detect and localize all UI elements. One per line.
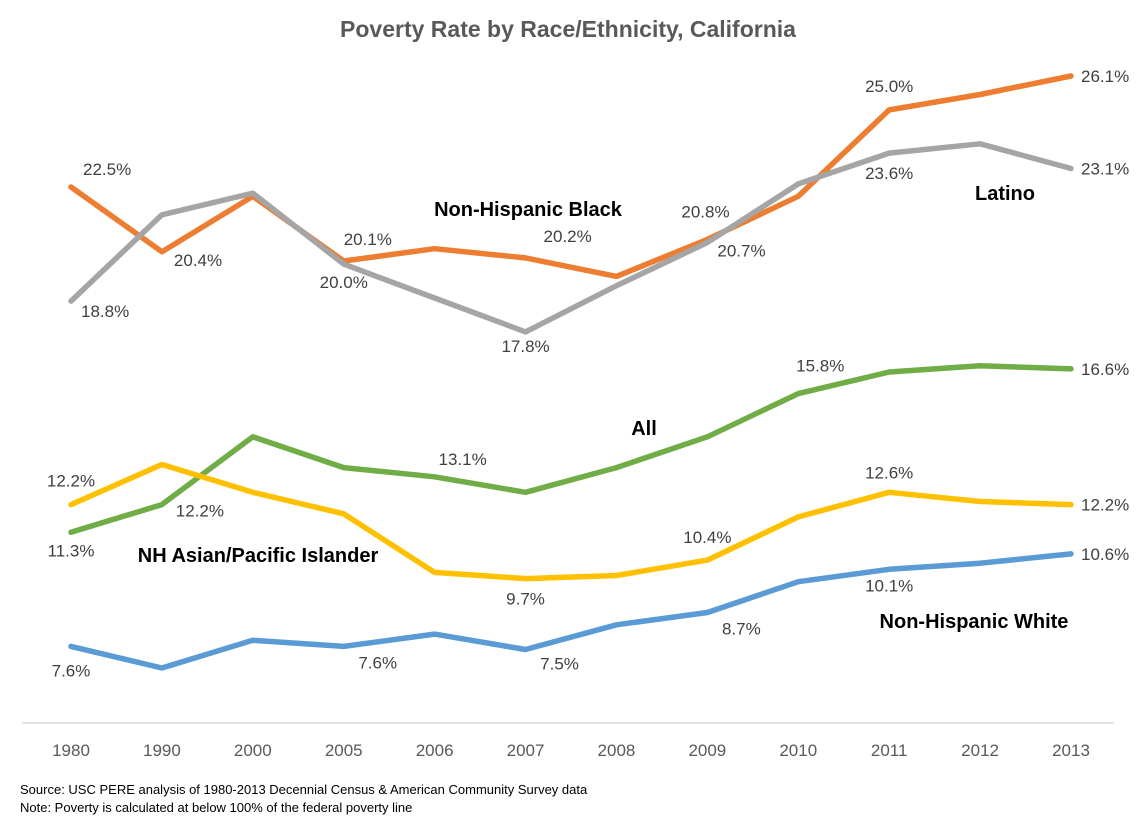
series-name-latino: Latino	[975, 183, 1035, 205]
data-label-latino-1990: 20.4%	[174, 251, 222, 270]
x-tick-label-1980: 1980	[52, 741, 90, 760]
data-label-non-hispanic-black-2013: 23.1%	[1081, 160, 1129, 179]
data-label-non-hispanic-white-2007: 7.5%	[540, 655, 579, 674]
x-tick-label-2012: 2012	[961, 741, 999, 760]
data-label-all-2006: 13.1%	[439, 450, 487, 469]
data-label-nh-asian-pacific-islander-2011: 12.6%	[865, 463, 913, 482]
data-label-latino-1980: 22.5%	[83, 160, 131, 179]
data-label-latino-2007: 20.2%	[544, 227, 592, 246]
x-tick-label-2009: 2009	[688, 741, 726, 760]
data-label-non-hispanic-white-2011: 10.1%	[865, 576, 913, 595]
series-line-non-hispanic-white	[68, 551, 1074, 671]
series-name-non-hispanic-black: Non-Hispanic Black	[434, 199, 623, 221]
data-label-non-hispanic-white-2009: 8.7%	[722, 620, 761, 639]
data-label-latino-2009: 20.8%	[681, 202, 729, 221]
data-label-non-hispanic-black-2005: 20.0%	[320, 273, 368, 292]
data-label-latino-2011: 25.0%	[865, 77, 913, 96]
series-line-nh-asian-pacific-islander	[68, 461, 1074, 582]
x-tick-label-2007: 2007	[507, 741, 545, 760]
x-axis-ticks: 1980 1990 2000 2005 2006 2007 2008 2009 2010 2011…	[52, 741, 1090, 760]
data-label-non-hispanic-white-2013: 10.6%	[1081, 545, 1129, 564]
data-label-latino-2013: 26.1%	[1081, 67, 1129, 86]
data-label-all-1980: 11.3%	[48, 541, 95, 560]
series-layer	[68, 73, 1074, 671]
data-label-latino-2005: 20.1%	[344, 230, 392, 249]
data-label-non-hispanic-black-2009: 20.7%	[717, 242, 765, 261]
source-footnote: Source: USC PERE analysis of 1980-2013 D…	[20, 782, 588, 797]
data-label-nh-asian-pacific-islander-1980: 12.2%	[47, 472, 95, 491]
x-tick-label-2008: 2008	[598, 741, 636, 760]
chart-title: Poverty Rate by Race/Ethnicity, Californ…	[340, 16, 796, 42]
note-footnote: Note: Poverty is calculated at below 100…	[20, 800, 412, 815]
data-label-nh-asian-pacific-islander-1990: 12.2%	[176, 502, 224, 521]
x-tick-label-2000: 2000	[234, 741, 272, 760]
x-tick-label-2006: 2006	[416, 741, 454, 760]
series-line-all	[68, 363, 1074, 536]
data-labels: 22.5% 20.4% 20.1% 20.2% 20.8% 25.0% 26.1% 18.8%…	[47, 67, 1129, 680]
x-tick-label-1990: 1990	[143, 741, 181, 760]
x-tick-label-2005: 2005	[325, 741, 363, 760]
data-label-non-hispanic-black-2007: 17.8%	[501, 337, 549, 356]
series-line-latino	[68, 73, 1074, 280]
x-tick-label-2011: 2011	[871, 741, 908, 760]
data-label-non-hispanic-white-1980: 7.6%	[52, 661, 91, 680]
data-label-nh-asian-pacific-islander-2007: 9.7%	[506, 590, 545, 609]
series-name-non-hispanic-white: Non-Hispanic White	[880, 611, 1069, 633]
data-label-nh-asian-pacific-islander-2013: 12.2%	[1081, 496, 1129, 515]
series-name-all: All	[631, 418, 657, 440]
series-line-non-hispanic-black	[68, 141, 1074, 335]
data-label-non-hispanic-white-2005: 7.6%	[358, 653, 397, 672]
data-label-all-2013: 16.6%	[1081, 360, 1129, 379]
series-names: Latino Non-Hispanic Black All NH Asian/Paci…	[138, 183, 1069, 633]
data-label-non-hispanic-black-1980: 18.8%	[81, 302, 129, 321]
data-label-non-hispanic-black-2011: 23.6%	[865, 164, 913, 183]
x-tick-label-2010: 2010	[779, 741, 817, 760]
data-label-all-2010: 15.8%	[796, 357, 844, 376]
x-tick-label-2013: 2013	[1052, 741, 1090, 760]
series-name-nh-asian-pacific-islander: NH Asian/Pacific Islander	[138, 545, 379, 567]
data-label-nh-asian-pacific-islander-2009: 10.4%	[683, 528, 731, 547]
